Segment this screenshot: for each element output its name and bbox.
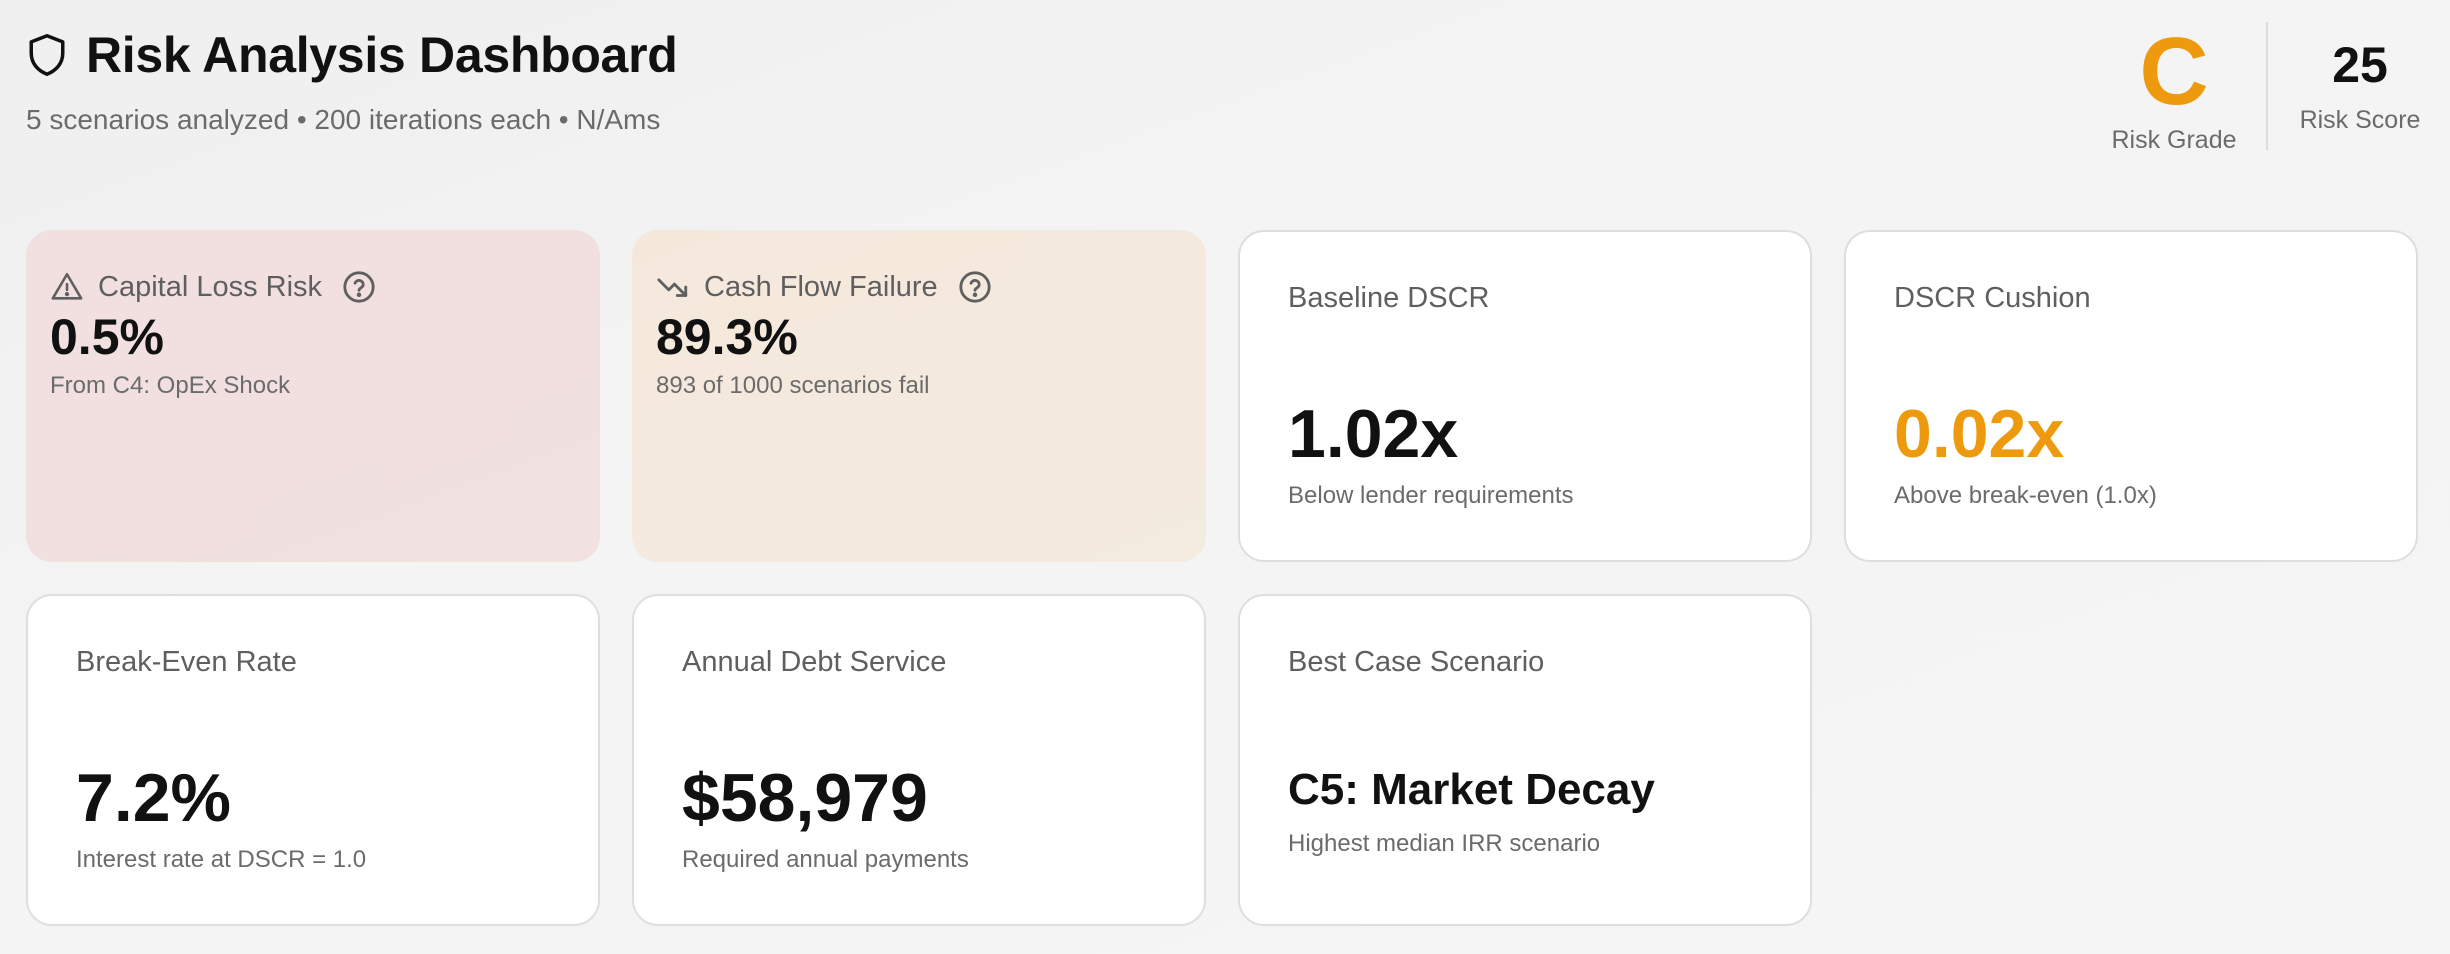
cash-flow-header: Cash Flow Failure [656, 270, 992, 304]
cash-flow-value: 89.3% [656, 309, 798, 365]
debt-service-sub: Required annual payments [682, 846, 969, 873]
capital-loss-header: Capital Loss Risk [50, 270, 376, 304]
best-case-card: Best Case Scenario C5: Market Decay High… [1238, 594, 1812, 926]
risk-score-value: 25 [2332, 37, 2388, 93]
page-title: Risk Analysis Dashboard [86, 27, 678, 83]
page-header: Risk Analysis Dashboard 5 scenarios anal… [26, 27, 678, 136]
capital-loss-sub: From C4: OpEx Shock [50, 372, 291, 399]
help-circle-icon[interactable] [342, 270, 376, 304]
baseline-dscr-card: Baseline DSCR 1.02x Below lender require… [1238, 230, 1812, 562]
best-case-sub: Highest median IRR scenario [1288, 830, 1601, 857]
title-row: Risk Analysis Dashboard [26, 27, 678, 83]
best-case-label: Best Case Scenario [1288, 646, 1545, 678]
capital-loss-card: Capital Loss Risk 0.5% From C4: OpEx Sho… [26, 230, 600, 562]
capital-loss-label: Capital Loss Risk [98, 270, 323, 303]
break-even-value: 7.2% [76, 760, 231, 836]
risk-score: 25 Risk Score [2290, 40, 2430, 135]
help-circle-icon[interactable] [958, 270, 992, 304]
risk-grade-label: Risk Grade [2111, 126, 2237, 154]
risk-score-label: Risk Score [2299, 106, 2421, 134]
baseline-dscr-value: 1.02x [1288, 396, 1459, 472]
cash-flow-card: Cash Flow Failure 89.3% 893 of 1000 scen… [632, 230, 1206, 562]
dscr-cushion-value: 0.02x [1894, 396, 2065, 472]
debt-service-label: Annual Debt Service [682, 646, 947, 678]
break-even-card: Break-Even Rate 7.2% Interest rate at DS… [26, 594, 600, 926]
trend-down-icon [657, 278, 688, 297]
capital-loss-value: 0.5% [50, 309, 164, 365]
break-even-sub: Interest rate at DSCR = 1.0 [76, 846, 367, 873]
page-subtitle: 5 scenarios analyzed • 200 iterations ea… [26, 104, 661, 135]
risk-grade: C Risk Grade [2100, 24, 2248, 155]
debt-service-value: $58,979 [682, 760, 928, 836]
break-even-label: Break-Even Rate [76, 646, 297, 678]
dscr-cushion-label: DSCR Cushion [1894, 282, 2091, 314]
header-divider [2266, 22, 2268, 150]
cash-flow-label: Cash Flow Failure [704, 270, 938, 303]
baseline-dscr-label: Baseline DSCR [1288, 282, 1490, 314]
baseline-dscr-sub: Below lender requirements [1288, 482, 1574, 509]
risk-grade-value: C [2139, 18, 2209, 125]
best-case-value: C5: Market Decay [1288, 765, 1655, 814]
dscr-cushion-sub: Above break-even (1.0x) [1894, 482, 2157, 509]
dscr-cushion-card: DSCR Cushion 0.02x Above break-even (1.0… [1844, 230, 2418, 562]
debt-service-card: Annual Debt Service $58,979 Required ann… [632, 594, 1206, 926]
cash-flow-sub: 893 of 1000 scenarios fail [656, 372, 930, 399]
warning-triangle-icon [51, 272, 83, 300]
shield-icon [29, 34, 65, 76]
